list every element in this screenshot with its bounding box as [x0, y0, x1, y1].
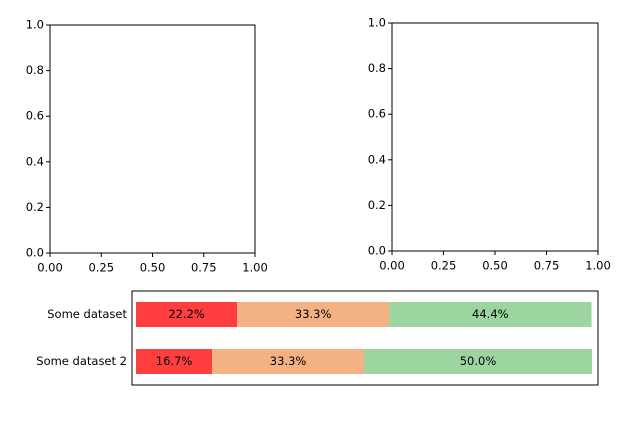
y-tick-label: 0.4	[26, 154, 44, 168]
x-tick-label: 1.00	[585, 259, 611, 273]
y-tick-label: 0.2	[26, 200, 44, 214]
x-tick-label: 1.00	[242, 261, 268, 275]
axes-frame	[131, 290, 599, 386]
value-label: 44.4%	[472, 307, 509, 321]
y-tick-label: 0.6	[368, 107, 386, 121]
value-label: 33.3%	[295, 307, 332, 321]
x-tick-label: 0.75	[534, 259, 560, 273]
value-label: 33.3%	[270, 354, 307, 368]
axes-frame	[391, 22, 599, 252]
y-tick-label: 1.0	[368, 16, 386, 30]
y-tick-label: Some dataset	[47, 307, 127, 321]
y-tick-label: 0.8	[26, 63, 44, 77]
x-tick-label: 0.50	[140, 261, 166, 275]
y-tick-label: 0.6	[26, 109, 44, 123]
y-tick-label: 0.0	[368, 244, 386, 258]
y-tick-label: 0.2	[368, 198, 386, 212]
x-tick-label: 0.25	[431, 259, 457, 273]
y-tick-label: 0.8	[368, 61, 386, 75]
x-tick-label: 0.00	[37, 261, 63, 275]
bar-segment	[237, 302, 390, 327]
x-tick-label: 0.00	[379, 259, 405, 273]
x-tick-label: 0.25	[88, 261, 114, 275]
value-label: 16.7%	[156, 354, 193, 368]
bar-segment	[364, 349, 592, 374]
y-tick-label: Some dataset 2	[36, 354, 127, 368]
y-tick-label: 0.4	[368, 152, 386, 166]
axes-frame	[49, 24, 256, 254]
value-label: 22.2%	[168, 307, 205, 321]
bar-segment	[212, 349, 364, 374]
y-tick-label: 1.0	[26, 18, 44, 32]
bar-segment	[136, 349, 213, 374]
bar-segment	[389, 302, 592, 327]
value-label: 50.0%	[460, 354, 497, 368]
y-tick-label: 0.0	[26, 246, 44, 260]
x-tick-label: 0.50	[482, 259, 508, 273]
bar-segment	[136, 302, 238, 327]
x-tick-label: 0.75	[191, 261, 217, 275]
